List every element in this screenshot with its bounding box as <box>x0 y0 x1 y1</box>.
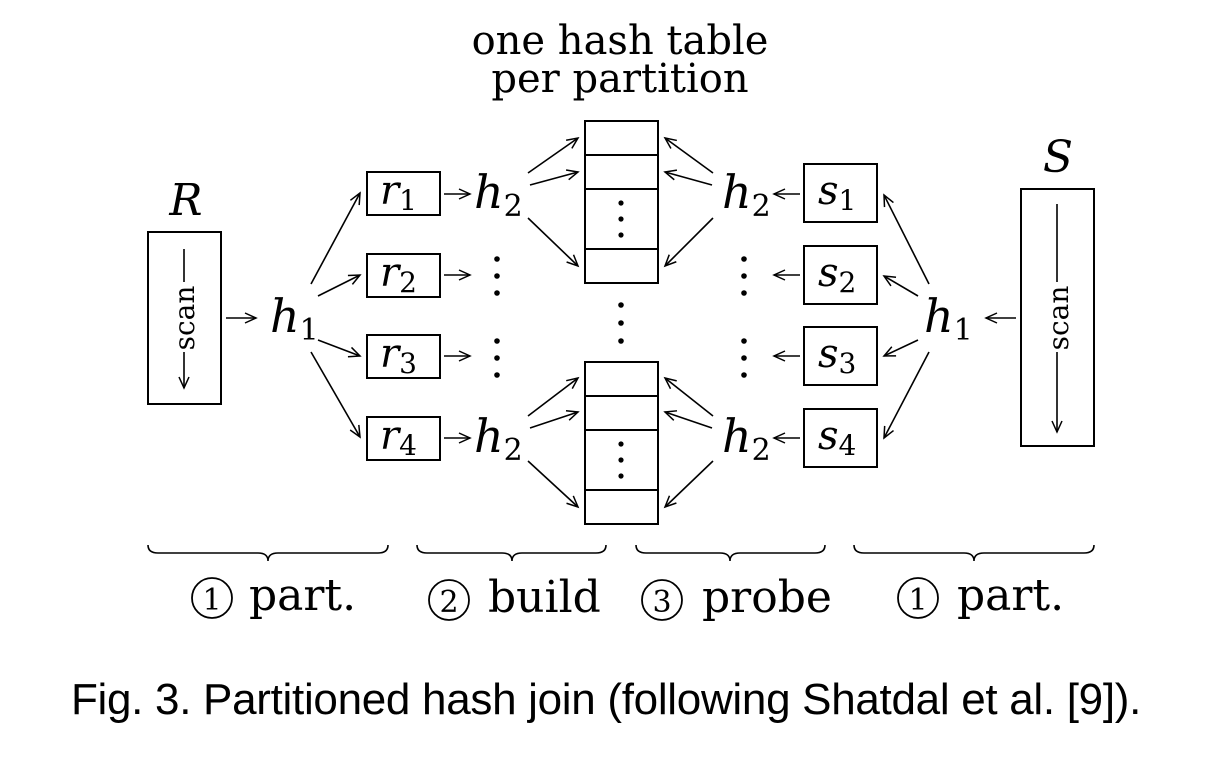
probe-dots-3 <box>741 338 747 378</box>
hash-h1-left: h1 <box>270 289 319 348</box>
figure-caption: Fig. 3. Partitioned hash join (following… <box>70 675 1142 724</box>
build-dots-2 <box>494 256 500 296</box>
arrow-h2-bottom-to-table-b <box>529 409 580 429</box>
hash-table-bottom <box>584 361 659 525</box>
partition-s2-box <box>803 245 878 305</box>
partition-s3-label: s3 <box>818 331 856 380</box>
partition-s4-box <box>803 408 878 468</box>
partition-s2-label: s2 <box>818 250 856 299</box>
header-line-1: one hash table <box>472 18 769 64</box>
brace-part-left <box>147 544 389 562</box>
probe-dots-2 <box>741 256 747 296</box>
partitioned-hash-join-diagram: one hash table per partition R scan S sc… <box>147 18 1095 623</box>
relation-r-label: R <box>168 175 202 226</box>
phase-3-label: probe <box>702 572 832 623</box>
arrow-probe-h2-top-to-table-a <box>663 136 714 174</box>
arrow-h2-top-to-table-c <box>527 217 580 268</box>
partition-r2-box <box>366 253 441 298</box>
arrow-probe-h2-top-to-table-c <box>663 217 714 268</box>
partition-s3-box <box>803 326 878 386</box>
relation-s-label: S <box>1043 132 1073 183</box>
relation-s-scan-label: scan <box>1042 286 1075 351</box>
arrow-h1r-to-s2 <box>882 275 919 297</box>
phase-2-number: 2 <box>439 585 458 620</box>
phase-4-number: 1 <box>908 583 927 618</box>
partition-r1-box <box>366 171 441 216</box>
partition-r4-box <box>366 416 441 461</box>
arrow-h2-bottom-to-table-c <box>527 460 580 509</box>
arrow-h1-to-r3 <box>317 339 362 358</box>
phase-1-number: 1 <box>202 583 221 618</box>
phase-2-label: build <box>488 572 601 623</box>
brace-build <box>416 544 607 562</box>
arrow-probe-h2-top-to-table-b <box>663 169 713 186</box>
brace-probe <box>635 544 826 562</box>
phase-4-label: part. <box>957 570 1064 621</box>
phase-3-number: 3 <box>652 585 671 620</box>
arrow-h1-to-r4 <box>310 351 361 439</box>
hash-h2-build-bottom: h2 <box>474 409 523 468</box>
partition-r3-label: r3 <box>380 331 417 380</box>
arrow-probe-h2-bottom-to-table-a <box>663 376 714 417</box>
hash-h2-probe-bottom: h2 <box>722 409 771 468</box>
arrow-h1r-to-s1 <box>883 193 930 285</box>
partition-r4-label: r4 <box>380 413 417 462</box>
arrow-probe-h2-bottom-to-table-c <box>663 460 714 509</box>
partition-s1-box <box>803 163 878 223</box>
partition-r2-label: r2 <box>380 250 417 299</box>
relation-s-box <box>1020 188 1095 447</box>
arrow-h1-to-r2 <box>317 274 362 297</box>
phase-1-label: part. <box>249 570 356 621</box>
header-line-2: per partition <box>491 56 748 102</box>
phase-2-build: 2 build <box>428 572 601 623</box>
hash-table-top <box>584 120 659 284</box>
hash-h1-right: h1 <box>924 289 973 348</box>
partition-s4-label: s4 <box>818 413 856 462</box>
arrow-h1r-to-s4 <box>883 351 930 440</box>
arrow-h1r-to-s3 <box>882 339 919 357</box>
phase-1-part-left: 1 part. <box>191 570 356 621</box>
relation-r-scan-label: scan <box>168 286 201 351</box>
arrow-h2-top-to-table-a <box>527 136 580 174</box>
phase-1-part-right: 1 part. <box>897 570 1064 621</box>
arrow-h1-to-r1 <box>310 191 361 285</box>
partition-s1-label: s1 <box>818 168 856 217</box>
arrow-h2-top-to-table-b <box>529 169 580 186</box>
arrow-probe-h2-bottom-to-table-b <box>663 410 713 429</box>
partition-r3-box <box>366 334 441 379</box>
phase-3-probe: 3 probe <box>641 572 832 623</box>
brace-part-right <box>853 544 1095 562</box>
hash-table-between-dots <box>618 302 624 344</box>
partition-r1-label: r1 <box>380 168 417 217</box>
build-dots-3 <box>494 338 500 378</box>
hash-h2-build-top: h2 <box>474 165 523 224</box>
relation-r-box <box>147 231 222 405</box>
hash-h2-probe-top: h2 <box>722 165 771 224</box>
arrow-h2-bottom-to-table-a <box>527 376 580 417</box>
